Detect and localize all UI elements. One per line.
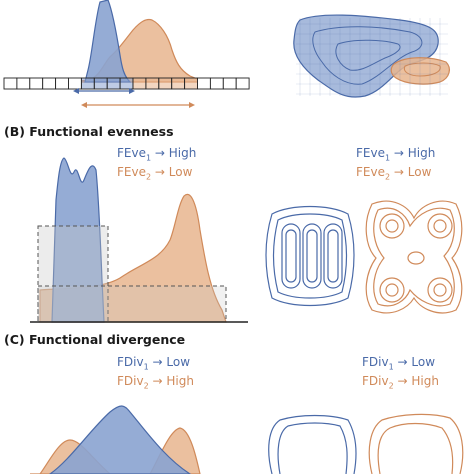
- trait-bin: [16, 77, 31, 90]
- section-b-left-panel: [30, 157, 248, 323]
- trait-bin: [3, 77, 18, 90]
- trait-bin: [235, 77, 250, 90]
- fdiv1-right-legend: FDiv1 → Low: [362, 355, 436, 372]
- orange-arrow-head-right: [189, 102, 195, 108]
- fdiv2-right-legend: FDiv2 → High: [362, 374, 439, 391]
- trait-bin: [29, 77, 44, 90]
- feve1-left-legend: FEve1 → High: [117, 146, 197, 163]
- trait-bin: [209, 77, 224, 90]
- trait-bin: [158, 77, 173, 90]
- section-a-left-panel: [3, 0, 250, 108]
- blue-arrow-head-right: [129, 88, 135, 94]
- arrow-icon: →: [397, 374, 408, 388]
- arrow-icon: →: [393, 165, 404, 179]
- section-a-right-panel: [293, 14, 450, 98]
- blue-even-contours: [265, 205, 355, 307]
- orange-uneven-contours: [365, 200, 463, 314]
- trait-bin: [145, 77, 160, 90]
- arrow-icon: →: [152, 374, 163, 388]
- trait-bin: [42, 77, 57, 90]
- blue-divergence-curve: [48, 405, 192, 474]
- trait-bin: [80, 77, 95, 90]
- arrow-icon: →: [397, 355, 408, 369]
- orange-arrow-head-left: [81, 102, 87, 108]
- orange-divergence-contours: [368, 413, 464, 474]
- feve2-left-legend: FEve2 → Low: [117, 165, 193, 182]
- feve1-right-legend: FEve1 → High: [356, 146, 436, 163]
- trait-bin: [93, 77, 108, 90]
- trait-bin: [132, 77, 147, 90]
- arrow-icon: →: [154, 146, 165, 160]
- arrow-icon: →: [154, 165, 165, 179]
- section-c-title: (C) Functional divergence: [4, 332, 186, 347]
- trait-bin: [184, 77, 198, 90]
- trait-bin: [68, 77, 82, 90]
- blue-arrow-head-left: [73, 88, 79, 94]
- fdiv1-left-legend: FDiv1 → Low: [117, 355, 191, 372]
- trait-bin: [222, 77, 237, 90]
- section-c-left-panel: [30, 405, 201, 474]
- section-b-title: (B) Functional evenness: [4, 124, 174, 139]
- trait-bin: [55, 77, 69, 90]
- arrow-icon: →: [152, 355, 163, 369]
- grid-overlay: [296, 18, 448, 96]
- trait-bin: [197, 77, 211, 90]
- trait-bin: [171, 77, 186, 90]
- blue-divergence-contours: [268, 414, 357, 474]
- blue-contour-inner: [335, 39, 401, 71]
- fdiv2-left-legend: FDiv2 → High: [117, 374, 194, 391]
- orange-range-box: [37, 285, 227, 323]
- blue-density-curve-b: [51, 157, 105, 323]
- blue-density-curve: [84, 0, 132, 83]
- trait-bins: [3, 77, 250, 90]
- blue-contour-mid: [312, 26, 423, 85]
- section-b-right-panel: [265, 200, 463, 314]
- blue-range-box: [37, 225, 109, 323]
- arrow-icon: →: [393, 146, 404, 160]
- feve2-right-legend: FEve2 → Low: [356, 165, 432, 182]
- trait-bin: [119, 77, 134, 90]
- trait-bin: [106, 77, 121, 90]
- section-c-right-panel: [268, 413, 464, 474]
- orange-contour-inner: [403, 62, 441, 77]
